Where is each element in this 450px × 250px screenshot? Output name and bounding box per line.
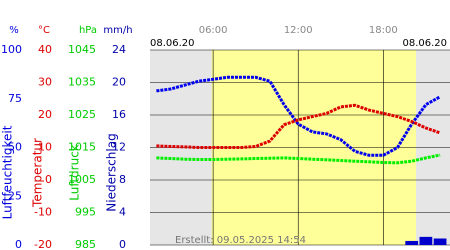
axis-label: Temperatur	[31, 138, 45, 208]
axis-unit: mm/h	[103, 25, 132, 36]
x-tick-label: 06:00	[199, 25, 228, 36]
footer: Erstellt: 09.05.2025 14:54	[175, 235, 306, 246]
y-tick-label: 12	[112, 141, 126, 154]
x-tick-label: 18:00	[369, 25, 398, 36]
y-tick-label: 1025	[68, 108, 96, 121]
y-tick-label: 1005	[68, 173, 96, 186]
x-tick-label: 12:00	[284, 25, 313, 36]
y-tick-label: 1045	[68, 43, 96, 56]
axis-unit: hPa	[79, 25, 97, 36]
y-tick-label: 4	[119, 206, 126, 219]
y-tick-label: 24	[112, 43, 126, 56]
y-tick-label: 1035	[68, 76, 96, 89]
y-tick-label: 995	[75, 206, 96, 219]
y-tick-label: 16	[112, 108, 126, 121]
series-line	[156, 75, 441, 157]
axis-label: Luftfeuchtigkeit	[1, 125, 15, 219]
y-tick-label: 20	[112, 76, 126, 89]
y-tick-label: 0	[119, 238, 126, 250]
axis-label: Niederschlag	[105, 133, 119, 211]
axis-unit: °C	[38, 25, 50, 36]
y-tick-label: -10	[34, 206, 52, 219]
y-tick-label: 0	[45, 173, 52, 186]
precip-bar	[433, 238, 447, 245]
precip-bar	[419, 236, 433, 245]
y-tick-label: 25	[8, 189, 22, 202]
y-tick-label: 75	[8, 92, 22, 105]
precip-bar	[405, 240, 419, 245]
y-tick-label: 0	[15, 238, 22, 250]
y-tick-label: 20	[38, 108, 52, 121]
series-line	[156, 103, 441, 149]
y-tick-label: 10	[38, 141, 52, 154]
series-line	[156, 153, 441, 165]
date-end: 08.06.20	[402, 38, 447, 49]
axis-unit: %	[9, 25, 19, 36]
y-tick-label: 40	[38, 43, 52, 56]
y-tick-label: 8	[119, 173, 126, 186]
y-tick-label: 30	[38, 76, 52, 89]
y-tick-label: 100	[1, 43, 22, 56]
y-tick-label: -20	[34, 238, 52, 250]
y-tick-label: 985	[75, 238, 96, 250]
y-tick-label: 50	[8, 141, 22, 154]
axis-label: Luftdruck	[68, 144, 82, 201]
date-start: 08.06.20	[150, 38, 195, 49]
y-tick-label: 1015	[68, 141, 96, 154]
